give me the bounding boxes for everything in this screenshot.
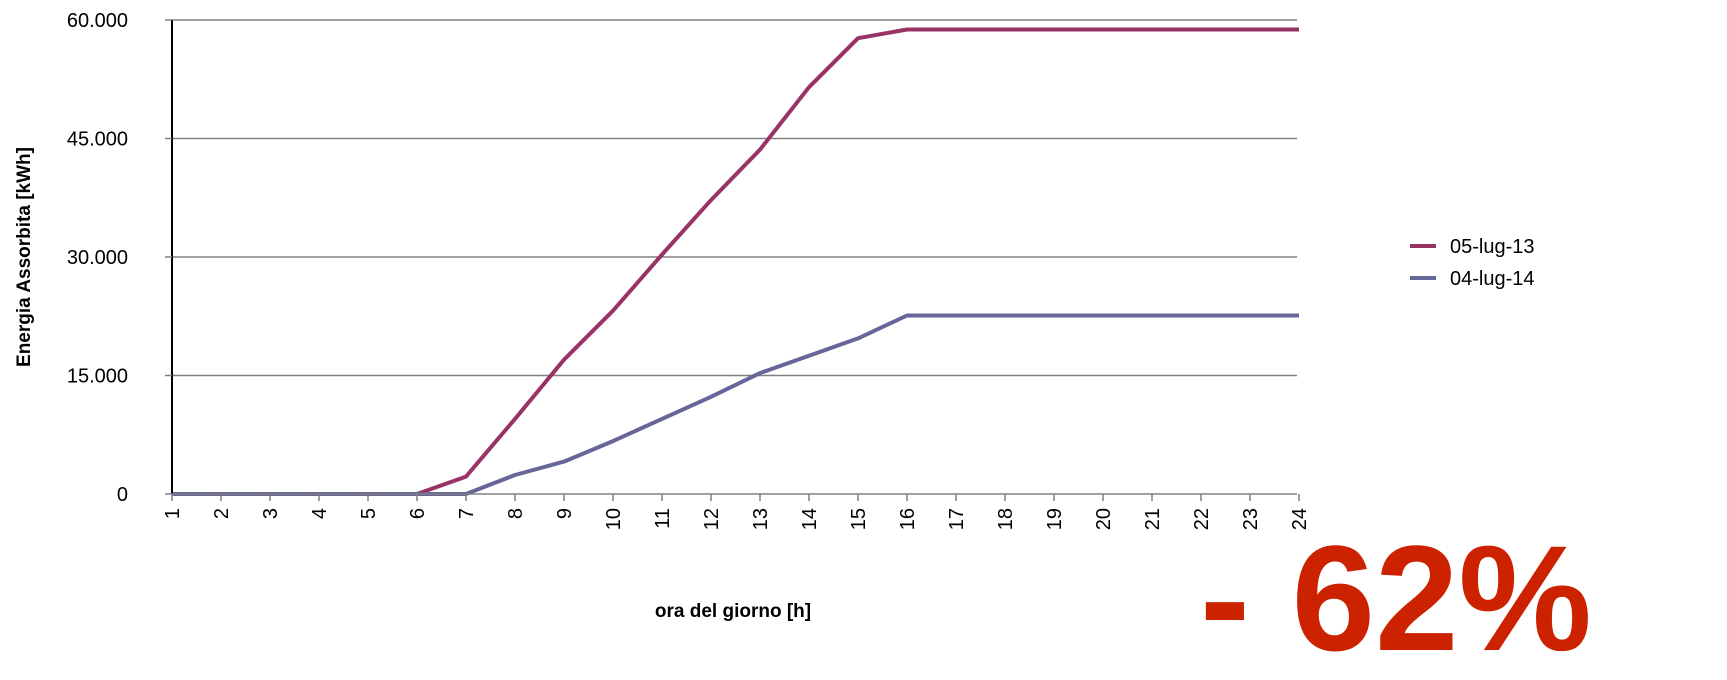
x-tick-label: 14 bbox=[799, 508, 821, 530]
x-tick-label: 10 bbox=[603, 508, 625, 530]
x-tick-label: 5 bbox=[358, 508, 380, 519]
y-axis-title: Energia Assorbita [kWh] bbox=[14, 147, 35, 367]
x-tick-label: 21 bbox=[1142, 508, 1164, 530]
x-tick-label: 1 bbox=[162, 508, 184, 519]
x-tick-label: 4 bbox=[309, 508, 331, 519]
x-tick-labels: 1 2 3 4 5 6 7 8 9 10 11 12 13 14 15 16 17 18 19 20 21 22 23 24 bbox=[162, 494, 1311, 530]
x-tick-label: 9 bbox=[554, 508, 576, 519]
x-tick-label: 19 bbox=[1044, 508, 1066, 530]
series-line-04-lug-14 bbox=[172, 313, 1299, 496]
x-tick-label: 6 bbox=[407, 508, 429, 519]
x-tick-label: 23 bbox=[1240, 508, 1262, 530]
x-tick-label: 18 bbox=[995, 508, 1017, 530]
series-lines bbox=[172, 27, 1299, 496]
legend: 05-lug-13 04-lug-14 bbox=[1410, 236, 1535, 290]
series-line-05-lug-13 bbox=[172, 27, 1299, 496]
x-tick-label: 20 bbox=[1093, 508, 1115, 530]
y-tick-label: 15.000 bbox=[67, 366, 128, 388]
gridlines bbox=[172, 19, 1297, 377]
y-tick-label: 60.000 bbox=[67, 10, 128, 32]
x-tick-label: 22 bbox=[1191, 508, 1213, 530]
x-tick-label: 11 bbox=[652, 508, 674, 529]
x-tick-label: 17 bbox=[946, 508, 968, 530]
x-tick-label: 2 bbox=[211, 508, 233, 519]
x-tick-label: 3 bbox=[260, 508, 282, 519]
x-tick-label: 16 bbox=[897, 508, 919, 530]
x-tick-label: 24 bbox=[1289, 508, 1311, 530]
x-axis-title: ora del giorno [h] bbox=[655, 601, 811, 622]
y-tick-labels: 0 15.000 30.000 45.000 60.000 bbox=[67, 10, 172, 506]
reduction-annotation: - 62% bbox=[1200, 514, 1592, 680]
y-tick-label: 0 bbox=[117, 484, 128, 506]
y-tick-label: 30.000 bbox=[67, 247, 128, 269]
legend-label: 04-lug-14 bbox=[1450, 268, 1535, 290]
legend-label: 05-lug-13 bbox=[1450, 236, 1535, 258]
x-tick-label: 12 bbox=[701, 508, 723, 530]
x-tick-label: 7 bbox=[456, 508, 478, 519]
x-tick-label: 8 bbox=[505, 508, 527, 519]
x-tick-label: 15 bbox=[848, 508, 870, 530]
x-tick-label: 13 bbox=[750, 508, 772, 530]
y-tick-label: 45.000 bbox=[67, 129, 128, 151]
